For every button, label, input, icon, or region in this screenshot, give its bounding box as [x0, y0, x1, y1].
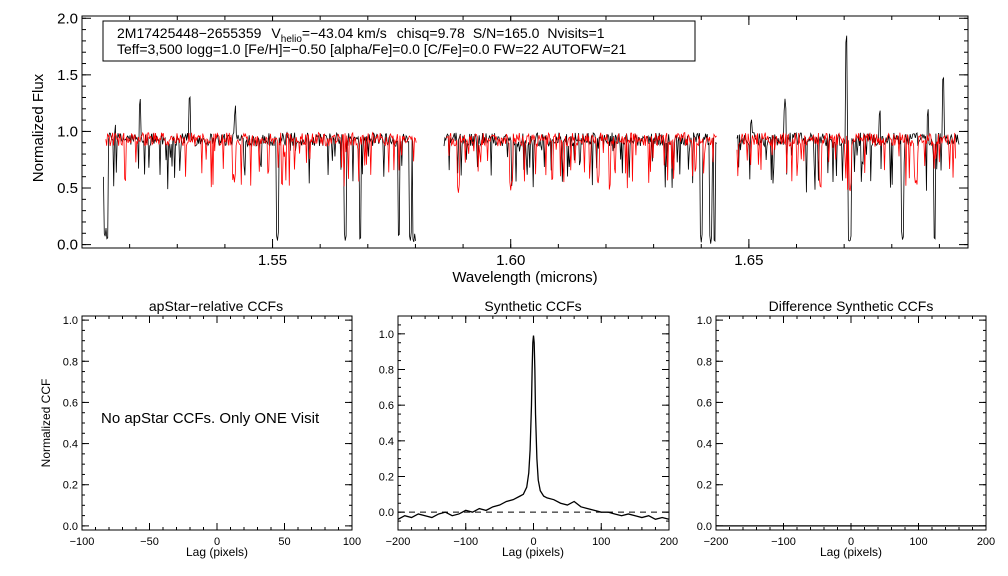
- y-tick-label: 0.6: [697, 397, 712, 409]
- y-tick-label: 0.2: [379, 472, 394, 484]
- x-tick-label: 100: [909, 536, 927, 548]
- y-tick-label: 0.8: [63, 356, 78, 368]
- x-tick-label: −100: [70, 536, 95, 548]
- y-tick-label: 1.0: [57, 123, 78, 140]
- y-tick-label: 0.0: [63, 521, 78, 533]
- synthetic-ccf-x-axis-title: Lag (pixels): [502, 545, 564, 559]
- model-spectrum-chip-3: [736, 132, 957, 192]
- x-tick-label: −200: [704, 536, 729, 548]
- x-tick-label: 1.55: [258, 252, 287, 269]
- spectrum-tick-labels: 1.55 1.60 1.65 0.0 0.5 1.0 1.5 2.0: [57, 10, 763, 269]
- annotation-line-2: Teff=3,500 logg=1.0 [Fe/H]=−0.50 [alpha/…: [117, 41, 626, 57]
- apstar-ccf-y-axis-title: Normalized CCF: [39, 379, 53, 468]
- y-tick-label: 1.0: [697, 315, 712, 327]
- apstar-ccf-title: apStar−relative CCFs: [149, 298, 283, 314]
- y-tick-label: 1.0: [379, 329, 394, 341]
- y-tick-label: 0.4: [697, 439, 712, 451]
- y-tick-label: 0.6: [63, 397, 78, 409]
- spectrum-plot-frame: [81, 15, 969, 249]
- spectrum-series: [103, 35, 960, 244]
- apstar-ccf-plot-frame: [81, 315, 353, 531]
- y-tick-label: 0.8: [697, 356, 712, 368]
- y-tick-label: 0.6: [379, 400, 394, 412]
- x-tick-label: −100: [453, 536, 478, 548]
- difference-ccf-panel: Difference Synthetic CCFs −200 −100 0 100 20…: [697, 298, 995, 559]
- synthetic-ccf-plot-frame: [397, 315, 670, 531]
- spectrum-y-axis-title: Normalized Flux: [30, 73, 47, 182]
- apstar-ccf-tick-labels: −100 −50 0 50 100 0.0 0.2 0.4 0.6 0.8 1.0: [63, 315, 361, 548]
- y-tick-label: 0.2: [697, 480, 712, 492]
- synthetic-ccf-series: [397, 335, 670, 520]
- x-tick-label: 0: [214, 536, 220, 548]
- model-spectrum-chip-2: [446, 131, 717, 193]
- difference-ccf-tick-labels: −200 −100 0 100 200 0.0 0.2 0.4 0.6 0.8 1.0: [697, 315, 995, 548]
- apstar-ccf-panel: apStar−relative CCFs −100 −50 0 50 100 0.0 0.2…: [39, 298, 361, 559]
- x-tick-label: 1.60: [496, 252, 525, 269]
- y-tick-label: 0.0: [379, 507, 394, 519]
- apstar-ccf-x-axis-title: Lag (pixels): [186, 545, 248, 559]
- x-tick-label: 100: [343, 536, 361, 548]
- x-tick-label: 0: [848, 536, 854, 548]
- difference-ccf-plot-frame: [715, 315, 987, 531]
- x-tick-label: 200: [977, 536, 995, 548]
- y-tick-label: 0.0: [57, 237, 78, 254]
- synthetic-ccf-panel: Synthetic CCFs −200 −100 0 100 200 0.0 0.2 0.4 0…: [379, 298, 678, 559]
- v-helio-symbol: V: [271, 25, 281, 41]
- y-tick-label: 1.5: [57, 67, 78, 84]
- no-apstar-ccf-note: No apStar CCFs. Only ONE Visit: [101, 410, 320, 427]
- annotation-box: [102, 20, 696, 62]
- difference-ccf-x-axis-title: Lag (pixels): [820, 545, 882, 559]
- nvisits-value: Nvisits=1: [547, 25, 604, 41]
- difference-ccf-axis-ticks: [715, 316, 987, 530]
- x-tick-label: 1.65: [734, 252, 763, 269]
- x-tick-label: 50: [278, 536, 290, 548]
- y-tick-label: 2.0: [57, 10, 78, 27]
- x-tick-label: 200: [660, 536, 678, 548]
- v-helio-value: =−43.04 km/s: [302, 25, 387, 41]
- spectrum-panel: 1.55 1.60 1.65 0.0 0.5 1.0 1.5 2.0 2M17425448−2…: [30, 10, 969, 286]
- y-tick-label: 0.5: [57, 180, 78, 197]
- synthetic-ccf-tick-labels: −200 −100 0 100 200 0.0 0.2 0.4 0.6 0.8 1.0: [379, 329, 678, 548]
- x-tick-label: 0: [530, 536, 536, 548]
- synthetic-ccf-line: [397, 335, 670, 520]
- model-spectrum-chip-1: [105, 131, 417, 188]
- annotation-line-1: 2M17425448−2655359 Vhelio=−43.04 km/s chis…: [117, 25, 605, 45]
- synthetic-ccf-title: Synthetic CCFs: [484, 298, 581, 314]
- y-tick-label: 0.4: [379, 436, 394, 448]
- difference-ccf-title: Difference Synthetic CCFs: [769, 298, 934, 314]
- x-tick-label: −100: [771, 536, 796, 548]
- spectrum-x-axis-title: Wavelength (microns): [452, 269, 597, 286]
- y-tick-label: 0.8: [379, 365, 394, 377]
- star-id: 2M17425448−2655359: [117, 25, 262, 41]
- synthetic-ccf-axis-ticks: [397, 315, 670, 531]
- snr-value: S/N=165.0: [473, 25, 540, 41]
- x-tick-label: −50: [140, 536, 159, 548]
- observed-spectrum-chip-2: [443, 132, 717, 244]
- v-helio-subscript: helio: [281, 34, 303, 45]
- y-tick-label: 1.0: [63, 315, 78, 327]
- chisq-value: chisq=9.78: [397, 25, 465, 41]
- observed-spectrum-chip-3: [736, 35, 960, 242]
- y-tick-label: 0.4: [63, 439, 78, 451]
- x-tick-label: −200: [386, 536, 411, 548]
- y-tick-label: 0.0: [697, 521, 712, 533]
- spectrum-axis-ticks: [81, 16, 968, 248]
- x-tick-label: 100: [592, 536, 610, 548]
- y-tick-label: 0.2: [63, 480, 78, 492]
